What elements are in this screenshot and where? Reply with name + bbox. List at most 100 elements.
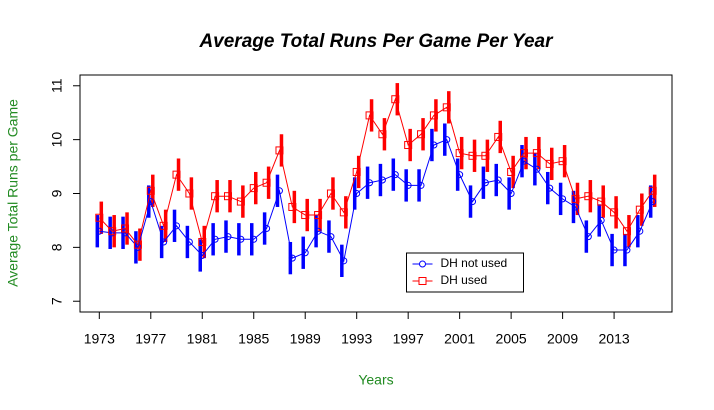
marker: [404, 181, 412, 189]
marker: [121, 224, 130, 233]
marker: [160, 238, 168, 246]
marker: [417, 181, 425, 189]
marker: [275, 146, 284, 155]
marker: [597, 197, 606, 206]
marker: [545, 159, 554, 168]
marker: [263, 225, 271, 233]
y-tick-label: 8: [49, 243, 65, 251]
marker: [237, 235, 245, 243]
marker: [623, 246, 631, 254]
y-axis-label: Average Total Runs per Game: [5, 99, 21, 287]
marker: [391, 95, 400, 104]
marker: [159, 221, 168, 230]
x-tick-label: 1977: [135, 331, 166, 347]
marker: [649, 198, 657, 206]
marker: [224, 233, 232, 241]
marker: [211, 235, 219, 243]
marker: [262, 178, 271, 187]
marker: [520, 149, 528, 158]
legend-marker: [418, 277, 427, 285]
legend-label: DH not used: [441, 256, 508, 270]
x-tick-label: 1993: [341, 331, 372, 347]
marker: [236, 197, 245, 206]
marker: [391, 171, 399, 179]
marker: [353, 190, 361, 197]
marker: [494, 132, 503, 141]
marker: [417, 130, 426, 139]
marker: [185, 238, 193, 246]
marker: [455, 149, 464, 158]
marker: [95, 213, 104, 222]
x-tick-label: 2013: [599, 331, 630, 347]
marker: [636, 227, 644, 235]
marker: [635, 205, 644, 214]
marker: [301, 249, 309, 257]
marker: [327, 233, 335, 241]
marker: [366, 179, 374, 187]
marker: [133, 240, 142, 249]
marker: [429, 111, 438, 120]
marker: [571, 194, 580, 203]
marker: [469, 198, 477, 206]
series-line: [98, 97, 654, 246]
marker: [648, 186, 657, 195]
marker: [507, 190, 515, 197]
y-tick-label: 9: [49, 189, 65, 197]
marker: [288, 254, 296, 262]
marker: [584, 233, 592, 241]
marker: [250, 235, 258, 243]
x-axis-label: Years: [358, 372, 393, 388]
marker: [326, 189, 335, 198]
marker: [558, 157, 567, 166]
marker: [546, 184, 554, 192]
marker: [249, 184, 258, 193]
marker: [610, 246, 618, 254]
y-tick-label: 11: [49, 78, 65, 93]
marker: [224, 192, 232, 201]
marker: [301, 211, 310, 220]
marker: [352, 167, 361, 176]
x-tick-label: 1989: [290, 331, 321, 347]
marker: [520, 157, 528, 165]
marker: [211, 192, 220, 201]
marker: [622, 227, 631, 236]
marker: [559, 195, 567, 203]
x-tick-label: 1973: [84, 331, 115, 347]
marker: [456, 171, 464, 179]
marker: [185, 189, 194, 198]
marker: [571, 203, 579, 211]
marker: [532, 149, 541, 158]
marker: [442, 103, 451, 112]
marker: [507, 167, 516, 176]
marker: [275, 187, 283, 195]
marker: [481, 151, 490, 160]
marker: [610, 208, 619, 217]
legend: DH not used DH used: [406, 252, 524, 293]
marker: [365, 111, 374, 120]
marker: [314, 211, 323, 220]
legend-label: DH used: [441, 273, 488, 287]
marker: [533, 165, 541, 173]
marker: [314, 227, 322, 235]
x-tick-label: 1997: [393, 331, 424, 347]
marker: [198, 237, 207, 246]
marker: [173, 222, 181, 230]
x-tick-label: 2009: [547, 331, 578, 347]
marker: [378, 176, 386, 184]
marker: [95, 227, 103, 235]
marker: [430, 141, 438, 149]
marker: [198, 251, 206, 259]
x-tick-label: 2005: [496, 331, 527, 347]
y-tick-label: 7: [49, 297, 65, 305]
marker: [494, 176, 502, 184]
chart-title: Average Total Runs Per Game Per Year: [198, 31, 554, 52]
marker: [378, 130, 387, 139]
x-tick-label: 1985: [238, 331, 269, 347]
marker: [481, 179, 489, 187]
marker: [108, 227, 117, 236]
x-tick-label: 1981: [187, 331, 218, 347]
marker: [597, 216, 605, 224]
marker: [340, 257, 348, 265]
